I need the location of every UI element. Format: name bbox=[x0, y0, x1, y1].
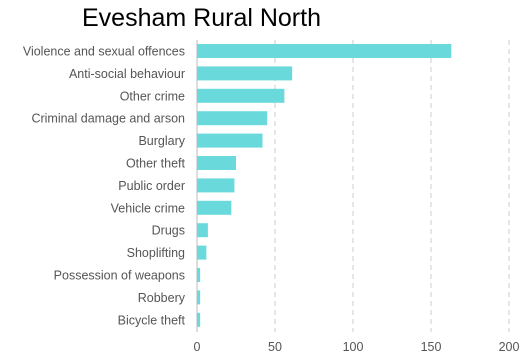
category-label: Public order bbox=[118, 179, 185, 193]
bar bbox=[197, 66, 293, 81]
category-label: Drugs bbox=[152, 224, 185, 238]
bar bbox=[197, 200, 232, 215]
bar bbox=[197, 290, 201, 305]
category-label: Shoplifting bbox=[127, 246, 185, 260]
bars bbox=[197, 44, 452, 327]
bar bbox=[197, 44, 452, 58]
x-tick-label: 200 bbox=[499, 340, 520, 354]
category-labels: Violence and sexual offences Anti-social … bbox=[23, 45, 186, 328]
bar bbox=[197, 268, 201, 282]
bar bbox=[197, 88, 285, 103]
x-tick-label: 50 bbox=[268, 340, 282, 354]
category-label: Possession of weapons bbox=[54, 269, 185, 283]
bar bbox=[197, 156, 236, 170]
grid-lines bbox=[196, 40, 510, 332]
bar bbox=[197, 245, 207, 260]
category-label: Violence and sexual offences bbox=[23, 45, 185, 59]
category-label: Other theft bbox=[126, 157, 186, 171]
bar bbox=[197, 178, 235, 193]
chart-title: Evesham Rural North bbox=[82, 4, 321, 32]
category-label: Other crime bbox=[120, 89, 185, 103]
bar bbox=[197, 312, 201, 327]
category-label: Robbery bbox=[138, 291, 186, 305]
category-label: Burglary bbox=[138, 134, 185, 148]
category-label: Vehicle crime bbox=[111, 201, 185, 215]
bar bbox=[197, 223, 208, 238]
x-tick-label: 100 bbox=[343, 340, 364, 354]
bar bbox=[197, 133, 263, 148]
bar bbox=[197, 111, 268, 126]
x-axis-ticks: 0 50 100 150 200 bbox=[194, 340, 520, 354]
category-label: Bicycle theft bbox=[118, 313, 186, 327]
x-tick-label: 150 bbox=[421, 340, 442, 354]
category-label: Criminal damage and arson bbox=[31, 112, 185, 126]
category-label: Anti-social behaviour bbox=[69, 67, 185, 81]
x-tick-label: 0 bbox=[194, 340, 201, 354]
